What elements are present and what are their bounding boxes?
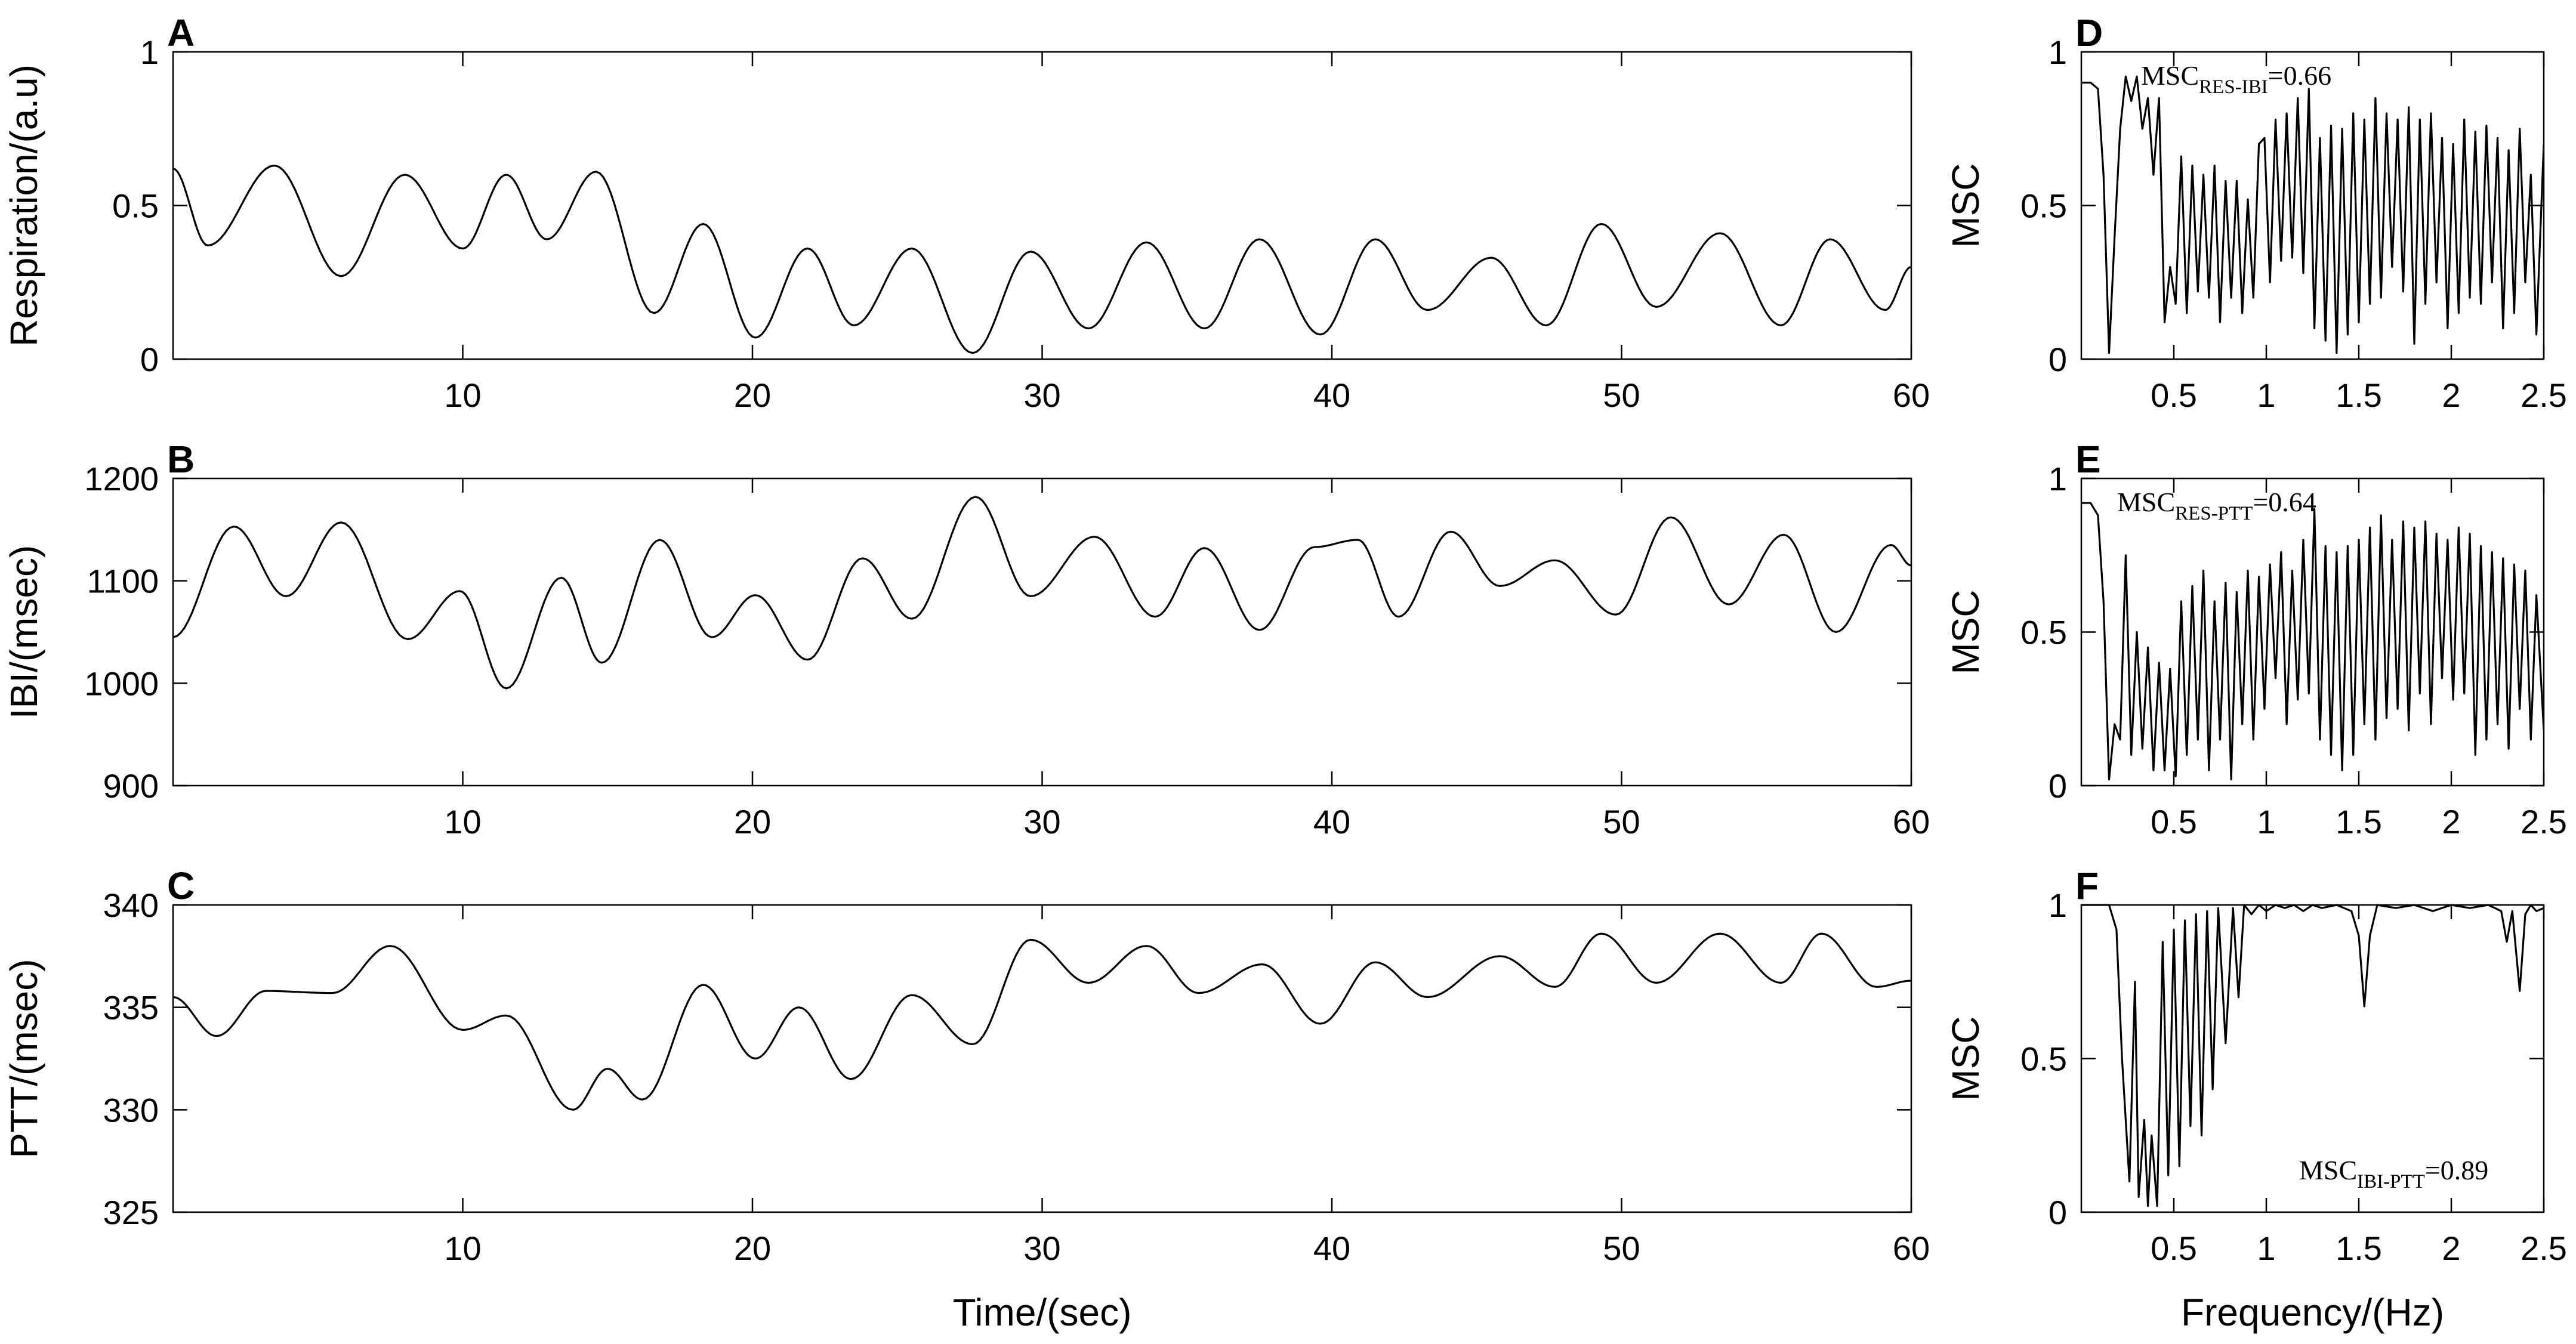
panel-c-ylabel: PTT/(msec) — [2, 959, 45, 1158]
panel-f-ylabel: MSC — [1944, 1016, 1987, 1101]
panel-a-xtick-label: 60 — [1893, 376, 1930, 414]
panel-e-xtick-label: 2.5 — [2521, 803, 2567, 841]
panel-e-xtick-label: 0.5 — [2151, 803, 2197, 841]
panel-b-xtick-label: 50 — [1603, 803, 1640, 841]
panel-f-msc-annotation: MSCIBI-PTT=0.89 — [2299, 1155, 2488, 1192]
panel-d-letter: D — [2075, 11, 2103, 54]
panel-b-ytick-label: 1000 — [84, 665, 159, 702]
panel-d-xtick-label: 2 — [2442, 376, 2460, 414]
panel-e-xtick-label: 1.5 — [2336, 803, 2382, 841]
panel-c-xtick-label: 60 — [1893, 1229, 1930, 1267]
panel-a-letter: A — [167, 11, 195, 54]
panel-a-xtick-label: 30 — [1023, 376, 1060, 414]
panel-f-ytick-label: 0 — [2049, 1194, 2067, 1231]
panel-b-xtick-label: 20 — [734, 803, 771, 841]
panel-b-ylabel: IBI/(msec) — [2, 545, 45, 719]
panel-b-xtick-label: 30 — [1023, 803, 1060, 841]
panel-a-frame — [172, 51, 1912, 360]
panel-e-xtick-label: 1 — [2257, 803, 2275, 841]
panel-d-ytick-label: 0.5 — [2020, 187, 2067, 225]
panel-e-ytick-label: 0.5 — [2020, 614, 2067, 651]
panel-b-series-line — [173, 496, 1911, 690]
panel-d-xtick-label: 0.5 — [2151, 376, 2197, 414]
panel-c-ytick-label: 340 — [103, 886, 159, 924]
panel-b-letter: B — [167, 438, 195, 481]
annotation-value: =0.64 — [2253, 487, 2316, 517]
annotation-subscript: RES-IBI — [2199, 76, 2268, 98]
panel-d-xtick-label: 1 — [2257, 376, 2275, 414]
panel-e-letter: E — [2075, 438, 2101, 481]
panel-b-ytick-label: 1100 — [87, 563, 159, 600]
panel-b-xtick-label: 10 — [444, 803, 481, 841]
panel-c-xtick-label: 40 — [1313, 1229, 1350, 1267]
panel-e-xtick-label: 2 — [2442, 803, 2460, 841]
panel-d-msc-annotation: MSCRES-IBI=0.66 — [2141, 60, 2331, 98]
panel-d-frame — [2080, 51, 2545, 360]
panel-c-letter: C — [167, 864, 195, 907]
panel-d-series-line — [2081, 75, 2544, 354]
panel-f-ytick-label: 1 — [2049, 886, 2067, 924]
panel-d-ytick-label: 0 — [2049, 341, 2067, 378]
panel-e-msc-annotation: MSCRES-PTT=0.64 — [2117, 487, 2316, 524]
annotation-subscript: RES-PTT — [2175, 503, 2253, 524]
panel-f-xtick-label: 0.5 — [2151, 1229, 2197, 1267]
panel-f-xtick-label: 1.5 — [2336, 1229, 2382, 1267]
panel-c-xtick-label: 20 — [734, 1229, 771, 1267]
annotation-value: =0.66 — [2268, 60, 2331, 91]
panel-b-frame — [172, 477, 1912, 787]
panel-f: 0.5 1 1.5 2 2.500.51MSCFrequency/(Hz)FMSCIBI… — [1944, 864, 2567, 1334]
panel-a-ytick-label: 0 — [140, 341, 159, 378]
panel-c: 10 20 30 40 50 60 325 330 335 340 PTT/(msec) Time/(… — [2, 864, 1930, 1334]
panel-c-ytick-label: 335 — [103, 989, 159, 1027]
panel-f-xtick-label: 2 — [2442, 1229, 2460, 1267]
panel-f-xtick-label: 2.5 — [2521, 1229, 2567, 1267]
panel-f-xlabel: Frequency/(Hz) — [2181, 1291, 2444, 1334]
panel-a-xtick-label: 10 — [444, 376, 481, 414]
annotation-main: MSC — [2117, 487, 2175, 517]
panel-a-ylabel: Respiration/(a.u) — [2, 64, 45, 347]
panel-a-ytick-label: 0.5 — [112, 187, 159, 225]
panel-a-ytick-label: 1 — [140, 33, 159, 71]
annotation-main: MSC — [2141, 60, 2199, 91]
panel-a: 10 20 30 40 50 60 0 0.5 1 Respiration/(a.u) A — [2, 11, 1930, 414]
panel-c-xtick-label: 10 — [444, 1229, 481, 1267]
panel-b-xtick-label: 60 — [1893, 803, 1930, 841]
panel-c-frame — [172, 904, 1912, 1213]
panel-d-ylabel: MSC — [1944, 163, 1987, 248]
annotation-value: =0.89 — [2425, 1155, 2488, 1185]
panel-f-ytick-label: 0.5 — [2020, 1040, 2067, 1078]
panel-a-series-line — [173, 165, 1911, 354]
panel-e-ytick-label: 0 — [2049, 767, 2067, 805]
annotation-main: MSC — [2299, 1155, 2357, 1185]
panel-b-ytick-label: 1200 — [84, 460, 159, 498]
panel-c-series-line — [173, 932, 1911, 1111]
panel-d-xtick-label: 2.5 — [2521, 376, 2567, 414]
panel-b: 10 20 30 40 50 60 900 1000 1100 1200 IBI/(msec) B — [2, 438, 1930, 841]
panel-c-xtick-label: 50 — [1603, 1229, 1640, 1267]
panel-c-ytick-label: 330 — [103, 1091, 159, 1129]
panel-a-xtick-label: 50 — [1603, 376, 1640, 414]
panel-a-xtick-label: 40 — [1313, 376, 1350, 414]
panel-a-xtick-label: 20 — [734, 376, 771, 414]
panel-e-ylabel: MSC — [1944, 589, 1987, 674]
panel-d-ytick-label: 1 — [2049, 33, 2067, 71]
panel-c-xlabel: Time/(sec) — [953, 1291, 1132, 1334]
panel-c-xtick-label: 30 — [1023, 1229, 1060, 1267]
panel-f-letter: F — [2075, 864, 2099, 907]
panel-c-ytick-label: 325 — [103, 1194, 159, 1231]
panel-b-ytick-label: 900 — [103, 767, 159, 805]
annotation-subscript: IBI-PTT — [2357, 1171, 2425, 1192]
panel-b-xtick-label: 40 — [1313, 803, 1350, 841]
panel-e-series-line — [2081, 502, 2544, 781]
panel-e-ytick-label: 1 — [2049, 460, 2067, 498]
panel-f-xtick-label: 1 — [2257, 1229, 2275, 1267]
panel-f-series-line — [2081, 904, 2544, 1207]
panel-d-xtick-label: 1.5 — [2336, 376, 2382, 414]
